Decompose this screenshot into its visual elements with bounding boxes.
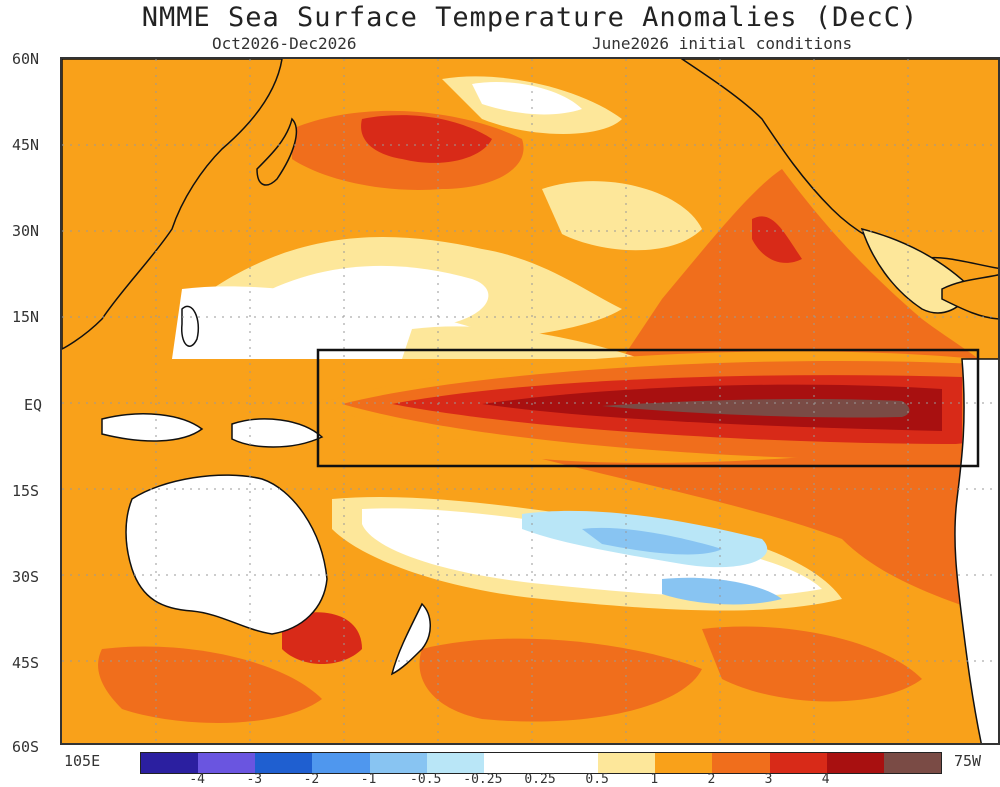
philippines-landmass bbox=[181, 305, 199, 347]
south-america-landmass bbox=[954, 358, 998, 743]
colorbar-tick-label: -1 bbox=[360, 772, 377, 787]
coastal-hot-patch bbox=[752, 216, 802, 263]
colorbar bbox=[140, 752, 942, 774]
asia-landmass bbox=[62, 59, 283, 350]
colorbar-tick-label: -0.5 bbox=[410, 772, 442, 787]
new-zealand-landmass bbox=[390, 602, 431, 676]
colorbar-swatch bbox=[540, 753, 599, 773]
ne-pacific-warm-band bbox=[622, 169, 998, 378]
forecast-period: Oct2026-Dec2026 bbox=[212, 34, 357, 53]
colorbar-swatch bbox=[598, 753, 656, 773]
south-cool-spot bbox=[662, 577, 782, 605]
colorbar-tick-label: -2 bbox=[303, 772, 320, 787]
lat-label-eq: EQ bbox=[24, 396, 43, 414]
colorbar-swatch bbox=[883, 753, 941, 773]
colorbar-swatch bbox=[198, 753, 256, 773]
southern-ocean-warm-patch-east bbox=[702, 626, 922, 702]
south-pacific-neutral-band bbox=[362, 508, 822, 597]
australia-landmass bbox=[125, 474, 328, 635]
colorbar-tick-label: -0.25 bbox=[463, 772, 503, 787]
colorbar-tick-labels: -4 -3 -2 -1 -0.5 -0.25 0.25 0.5 1 2 3 4 bbox=[140, 772, 940, 787]
colorbar-tick-label: 2 bbox=[707, 772, 716, 787]
map-canvas bbox=[62, 59, 998, 743]
colorbar-swatch bbox=[369, 753, 427, 773]
colorbar-swatch bbox=[255, 753, 313, 773]
colorbar-tick-label: 0.25 bbox=[524, 772, 556, 787]
south-pacific-cooler-core bbox=[582, 527, 722, 555]
gulf-region-landmass bbox=[941, 274, 998, 320]
colorbar-tick-label: 3 bbox=[764, 772, 773, 787]
lat-label-15s: 15S bbox=[12, 482, 40, 500]
graticule bbox=[62, 59, 998, 743]
initial-conditions: June2026 initial conditions bbox=[592, 34, 853, 53]
indonesia-landmass bbox=[101, 413, 204, 442]
colorbar-tick-label: 1 bbox=[650, 772, 659, 787]
colorbar-swatch bbox=[312, 753, 370, 773]
southwest-warm-patch bbox=[98, 646, 322, 723]
southern-ocean-warm-patch bbox=[419, 638, 702, 722]
lat-label-45n: 45N bbox=[12, 136, 40, 154]
lat-label-15n: 15N bbox=[12, 308, 40, 326]
lat-label-60s: 60S bbox=[12, 738, 40, 756]
colorbar-tick-label: -4 bbox=[189, 772, 205, 787]
colorbar-swatch bbox=[826, 753, 884, 773]
nino-region-box bbox=[316, 348, 980, 468]
new-guinea-landmass bbox=[231, 418, 324, 448]
tasman-hot-spot bbox=[282, 612, 362, 664]
enso-tongue-core bbox=[602, 398, 910, 418]
lat-label-60n: 60N bbox=[12, 50, 40, 68]
lat-label-30s: 30S bbox=[12, 568, 40, 586]
map-title: NMME Sea Surface Temperature Anomalies (… bbox=[141, 2, 919, 33]
colorbar-tick-label: 4 bbox=[821, 772, 830, 787]
north-america-landmass bbox=[680, 59, 998, 270]
central-north-mild-patch bbox=[542, 181, 702, 251]
colorbar-swatch bbox=[483, 753, 541, 773]
lat-label-45s: 45S bbox=[12, 654, 40, 672]
colorbar-tick-label: -3 bbox=[246, 772, 263, 787]
colorbar-swatch bbox=[655, 753, 713, 773]
north-neutral-patch bbox=[472, 81, 582, 115]
lon-label-west: 105E bbox=[64, 752, 101, 770]
se-pacific-warm-expanse bbox=[542, 439, 998, 618]
nw-pacific-hot-core bbox=[361, 115, 492, 163]
lon-label-east: 75W bbox=[954, 752, 982, 770]
colorbar-tick-label: 0.5 bbox=[585, 772, 609, 787]
colorbar-swatch bbox=[769, 753, 827, 773]
lat-label-30n: 30N bbox=[12, 222, 40, 240]
colorbar-swatch bbox=[426, 753, 484, 773]
sst-anomaly-map bbox=[60, 57, 1000, 745]
colorbar-swatch bbox=[141, 753, 199, 773]
colorbar-swatch bbox=[712, 753, 770, 773]
